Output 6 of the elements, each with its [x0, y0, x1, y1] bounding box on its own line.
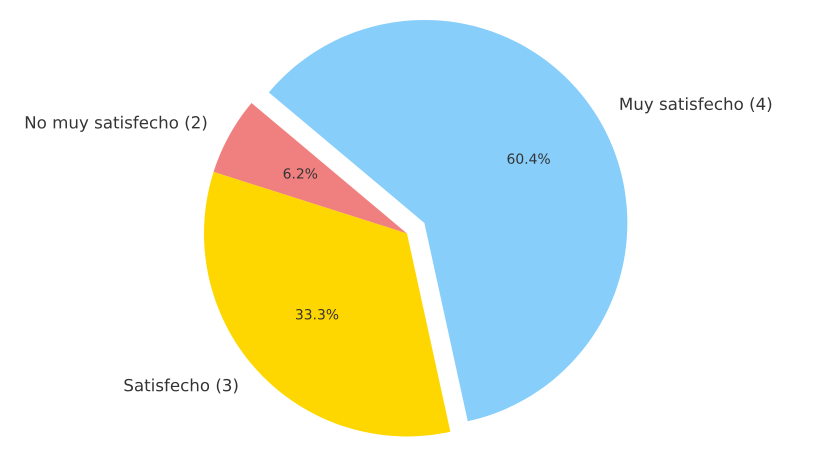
slice-label: Muy satisfecho (4) — [620, 97, 772, 114]
slice-label: No muy satisfecho (2) — [26, 116, 206, 132]
data-label: 33.3% — [296, 309, 338, 320]
data-label: 6.2% — [284, 168, 318, 179]
slice-label: Satisfecho (3) — [124, 378, 238, 394]
data-label: 60.4% — [507, 153, 550, 164]
